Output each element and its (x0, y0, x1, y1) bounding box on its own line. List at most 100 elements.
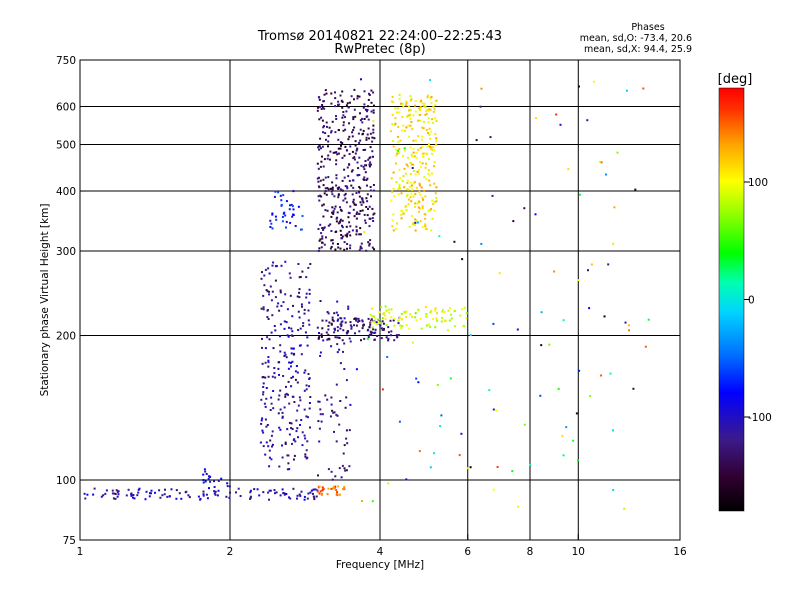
echo-point (418, 210, 421, 213)
echo-point (361, 117, 364, 120)
echo-point (321, 204, 324, 207)
echo-point (557, 387, 560, 390)
echo-point (273, 325, 276, 327)
echo-point (410, 184, 413, 187)
echo-point (344, 197, 347, 200)
echo-point (339, 229, 342, 232)
echo-point (351, 131, 354, 134)
echo-point (398, 93, 401, 96)
echo-point (318, 98, 321, 101)
echo-point (345, 225, 348, 228)
echo-point (418, 207, 421, 210)
echo-point (302, 322, 305, 325)
echo-point (267, 491, 270, 494)
echo-point (366, 200, 369, 203)
echo-point (398, 183, 401, 186)
echo-point (413, 224, 416, 227)
echo-point (290, 361, 292, 364)
echo-point (434, 326, 437, 329)
echo-point (339, 94, 342, 97)
echo-point (249, 497, 252, 500)
echo-point (275, 491, 278, 494)
echo-point (409, 146, 412, 149)
echo-point (353, 98, 355, 101)
echo-point (368, 333, 371, 336)
echo-point (341, 156, 344, 159)
echo-point (421, 135, 424, 138)
echo-point (429, 184, 432, 187)
echo-point (459, 314, 462, 317)
echo-point (280, 264, 283, 267)
echo-point (430, 102, 433, 105)
echo-point (137, 488, 140, 491)
echo-point (575, 412, 578, 415)
echo-point (461, 308, 464, 311)
echo-point (263, 402, 266, 405)
echo-point (289, 221, 292, 224)
echo-point (273, 372, 276, 375)
echo-point (373, 248, 375, 251)
echo-point (290, 427, 293, 429)
echo-point (407, 198, 410, 201)
echo-point (398, 185, 401, 188)
echo-point (349, 101, 351, 104)
echo-point (305, 415, 308, 418)
echo-point (398, 420, 401, 423)
echo-point (326, 493, 329, 496)
echo-point (391, 113, 394, 116)
echo-point (102, 494, 105, 497)
echo-point (420, 165, 422, 168)
echo-point (393, 123, 396, 126)
echo-point (279, 428, 282, 431)
echo-point (342, 124, 345, 127)
echo-point (199, 498, 202, 501)
echo-point (269, 285, 272, 288)
echo-point (359, 210, 362, 212)
echo-point (336, 343, 339, 346)
echo-point (393, 339, 396, 342)
echo-point (288, 433, 291, 436)
echo-point (431, 118, 434, 121)
echo-point (391, 95, 394, 98)
echo-point (280, 304, 283, 307)
echo-point (418, 200, 420, 203)
echo-point (436, 312, 438, 315)
y-tick-label: 200 (56, 331, 76, 343)
echo-point (175, 489, 178, 492)
echo-point (343, 154, 346, 157)
echo-point (394, 148, 397, 151)
echo-point (349, 244, 352, 247)
echo-point (289, 497, 292, 500)
echo-point (268, 338, 271, 341)
echo-point (341, 189, 344, 192)
echo-point (320, 147, 322, 150)
echo-point (304, 331, 307, 334)
echo-point (132, 494, 135, 496)
echo-point (341, 142, 344, 144)
echo-point (405, 163, 408, 166)
echo-point (358, 156, 361, 159)
echo-point (266, 424, 269, 426)
echo-point (352, 198, 355, 201)
echo-point (329, 223, 332, 226)
echo-point (293, 454, 296, 457)
echo-point (586, 119, 589, 122)
echo-point (284, 353, 287, 356)
echo-point (380, 322, 382, 325)
echo-point (274, 215, 277, 218)
echo-point (465, 317, 468, 320)
echo-point (387, 337, 390, 340)
echo-point (362, 201, 365, 204)
echo-point (330, 245, 333, 248)
echo-point (327, 337, 330, 340)
echo-point (264, 268, 267, 271)
echo-point (410, 98, 413, 101)
echo-point (335, 115, 337, 118)
echo-point (100, 495, 103, 498)
echo-point (348, 337, 351, 340)
echo-point (392, 319, 395, 322)
echo-point (341, 106, 344, 109)
echo-point (330, 403, 333, 406)
echo-point (298, 288, 301, 291)
echo-point (426, 324, 428, 327)
